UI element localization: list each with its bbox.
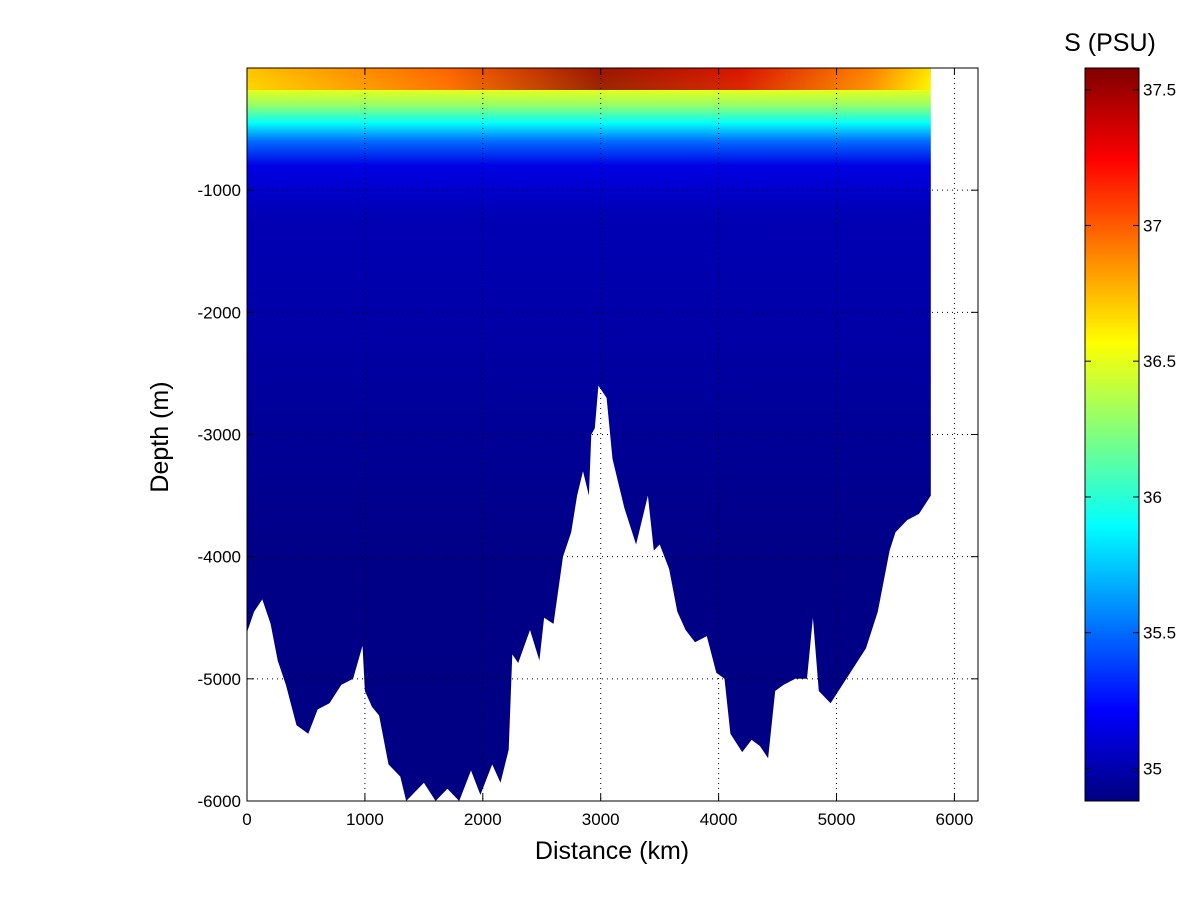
x-tick-label: 2000 [464, 810, 502, 829]
colorbar-tick-label: 37.5 [1143, 81, 1176, 100]
salinity-field [247, 68, 931, 801]
y-axis-label: Depth (m) [146, 381, 174, 492]
y-tick-label: -4000 [198, 548, 241, 567]
x-tick-label: 5000 [818, 810, 856, 829]
colorbar-tick-label: 36.5 [1143, 352, 1176, 371]
salinity-water-column [247, 68, 931, 801]
colorbar: 35 35.5 36 36.5 37 37.5 S (PSU) [1064, 29, 1176, 802]
colorbar-scale [1084, 67, 1140, 802]
x-tick-label: 6000 [936, 810, 974, 829]
y-axis-ticks: -1000 -2000 -3000 -4000 -5000 -6000 [198, 181, 978, 811]
y-tick-label: -2000 [198, 303, 241, 322]
colorbar-tick-label: 37 [1143, 216, 1162, 235]
x-axis-ticks: 0 1000 2000 3000 4000 5000 6000 [242, 68, 973, 829]
y-tick-label: -1000 [198, 181, 241, 200]
colorbar-tick-label: 36 [1143, 488, 1162, 507]
x-tick-label: 0 [242, 810, 251, 829]
surface-salinity-layer [247, 68, 931, 90]
colorbar-tick-label: 35.5 [1143, 624, 1176, 643]
colorbar-tick-label: 35 [1143, 759, 1162, 778]
colorbar-title: S (PSU) [1064, 29, 1156, 57]
x-tick-label: 4000 [700, 810, 738, 829]
x-axis-label: Distance (km) [535, 837, 689, 865]
y-tick-label: -3000 [198, 426, 241, 445]
colorbar-ticks: 35 35.5 36 36.5 37 37.5 [1085, 81, 1176, 778]
x-tick-label: 3000 [582, 810, 620, 829]
y-tick-label: -5000 [198, 670, 241, 689]
x-tick-label: 1000 [346, 810, 384, 829]
grid-lines [247, 68, 978, 801]
y-tick-label: -6000 [198, 792, 241, 811]
